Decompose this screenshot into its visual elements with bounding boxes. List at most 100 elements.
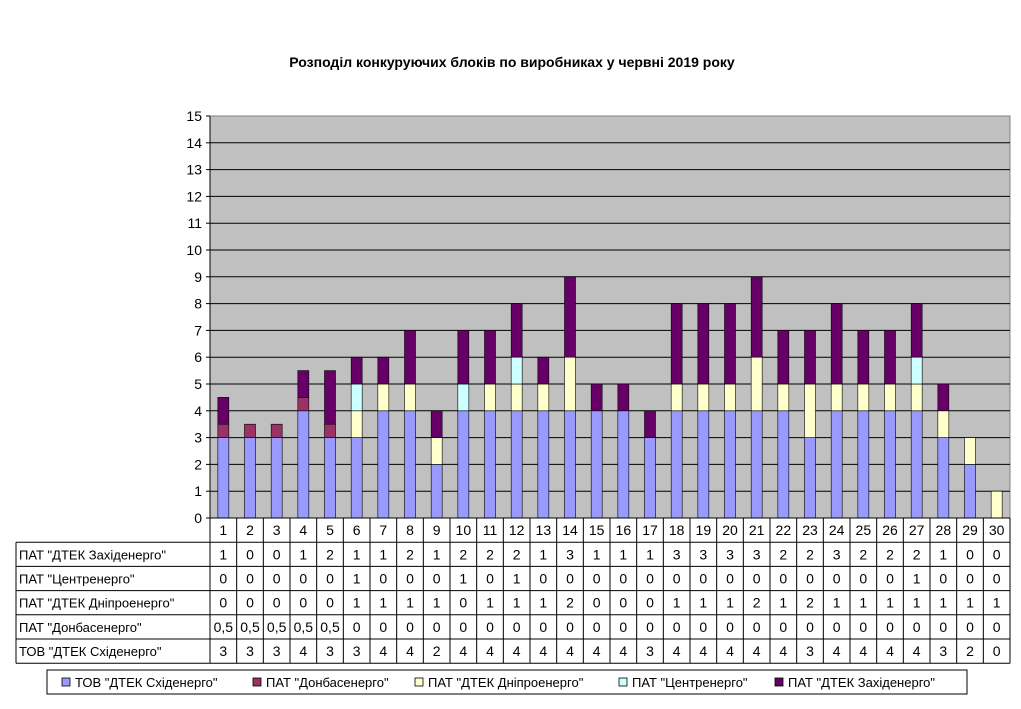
bar-segment-s0-c13 xyxy=(537,410,550,519)
bar-segment-s0-c16 xyxy=(617,410,630,519)
table-cell: 1 xyxy=(939,595,947,611)
table-cell: 1 xyxy=(699,595,707,611)
x-tick-label: 11 xyxy=(483,522,498,538)
bar-segment-s0-c3 xyxy=(270,437,283,519)
bar-segment-s0-c19 xyxy=(697,410,710,519)
table-cell: 1 xyxy=(913,595,921,611)
table-cell: 2 xyxy=(513,546,521,562)
bar-segment-s0-c11 xyxy=(484,410,496,519)
bar-segment-s2-c29 xyxy=(964,437,976,465)
y-tick-label: 13 xyxy=(186,162,202,178)
bar-segment-s4-c11 xyxy=(484,330,496,385)
y-tick-label: 9 xyxy=(194,269,202,285)
table-cell: 1 xyxy=(726,595,734,611)
bar-segment-s4-c27 xyxy=(910,303,923,358)
table-cell: 0 xyxy=(406,619,414,635)
table-cell: 1 xyxy=(406,595,414,611)
plot-area xyxy=(209,115,1011,519)
y-tick-label: 10 xyxy=(186,242,202,258)
table-cell: 0 xyxy=(539,571,547,587)
table-cell: 1 xyxy=(433,595,441,611)
x-tick-label: 12 xyxy=(509,522,525,538)
table-cell: 1 xyxy=(539,595,547,611)
table-cell: 0 xyxy=(806,619,814,635)
table-cell: 0 xyxy=(433,619,441,635)
table-cell: 0 xyxy=(673,571,681,587)
bar-segment-s2-c9 xyxy=(430,437,443,465)
table-cell: 1 xyxy=(486,595,494,611)
x-tick-label: 29 xyxy=(962,522,978,538)
table-cell: 4 xyxy=(833,643,841,659)
table-cell: 0 xyxy=(939,571,947,587)
table-cell: 3 xyxy=(566,546,574,562)
table-cell: 0 xyxy=(699,619,707,635)
bar-segment-s0-c7 xyxy=(377,410,390,519)
table-cell: 1 xyxy=(993,595,1001,611)
table-row-label: ПАТ "ДТЕК Західенерго" xyxy=(19,547,166,562)
bar-segment-s4-c21 xyxy=(750,276,763,358)
bar-segment-s0-c12 xyxy=(510,410,523,519)
table-cell: 0 xyxy=(433,571,441,587)
table-cell: 0 xyxy=(406,571,414,587)
y-tick-label: 6 xyxy=(194,349,202,365)
y-tick-label: 7 xyxy=(194,322,202,338)
x-tick-label: 8 xyxy=(406,522,414,538)
table-cell: 4 xyxy=(886,643,894,659)
x-tick-label: 21 xyxy=(749,522,765,538)
x-tick-label: 23 xyxy=(802,522,818,538)
y-tick-label: 8 xyxy=(194,296,202,312)
bar-segment-s2-c22 xyxy=(777,383,790,412)
bar-segment-s0-c28 xyxy=(937,437,950,519)
table-cell: 0 xyxy=(486,619,494,635)
bar-segment-s4-c14 xyxy=(564,276,576,358)
table-cell: 3 xyxy=(673,546,681,562)
table-cell: 3 xyxy=(646,643,654,659)
table-cell: 2 xyxy=(459,546,467,562)
bar-segment-s4-c17 xyxy=(644,410,656,438)
table-cell: 1 xyxy=(966,595,974,611)
table-cell: 0 xyxy=(886,619,894,635)
bar-segment-s2-c28 xyxy=(937,410,950,438)
table-cell: 0 xyxy=(299,571,307,587)
table-cell: 1 xyxy=(353,571,361,587)
table-cell: 0 xyxy=(593,595,601,611)
x-tick-label: 26 xyxy=(882,522,898,538)
table-cell: 0 xyxy=(993,571,1001,587)
table-cell: 2 xyxy=(753,595,761,611)
table-cell: 0 xyxy=(913,619,921,635)
table-cell: 0 xyxy=(779,619,787,635)
x-tick-label: 16 xyxy=(616,522,632,538)
bar-segment-s0-c1 xyxy=(217,437,230,519)
table-cell: 0 xyxy=(833,571,841,587)
bar-segment-s2-c8 xyxy=(404,383,416,412)
table-cell: 2 xyxy=(806,546,814,562)
table-cell: 1 xyxy=(673,595,681,611)
x-tick-label: 3 xyxy=(273,522,281,538)
bar-segment-s4-c20 xyxy=(724,303,736,385)
table-row-label: ТОВ "ДТЕК Східенерго" xyxy=(19,644,162,659)
table-cell: 1 xyxy=(513,595,521,611)
table-cell: 1 xyxy=(833,595,841,611)
table-cell: 2 xyxy=(886,546,894,562)
bar-segment-s0-c22 xyxy=(777,410,790,519)
bar-segment-s4-c4 xyxy=(297,370,310,398)
bar-segment-s4-c15 xyxy=(590,383,603,412)
table-cell: 0 xyxy=(699,571,707,587)
table-cell: 2 xyxy=(966,643,974,659)
bar-segment-s4-c25 xyxy=(857,330,870,385)
table-cell: 4 xyxy=(459,643,467,659)
table-cell: 0 xyxy=(219,595,227,611)
legend-swatch xyxy=(618,677,628,687)
y-tick-label: 14 xyxy=(186,135,202,151)
table-cell: 1 xyxy=(353,546,361,562)
bar-segment-s0-c21 xyxy=(750,410,763,519)
table-cell: 0 xyxy=(353,619,361,635)
table-cell: 0 xyxy=(246,546,254,562)
table-cell: 0 xyxy=(726,619,734,635)
bar-segment-s0-c24 xyxy=(830,410,843,519)
x-tick-label: 28 xyxy=(936,522,952,538)
bars xyxy=(217,276,1003,519)
table-cell: 4 xyxy=(379,643,387,659)
table-cell: 0 xyxy=(939,619,947,635)
table-cell: 3 xyxy=(699,546,707,562)
